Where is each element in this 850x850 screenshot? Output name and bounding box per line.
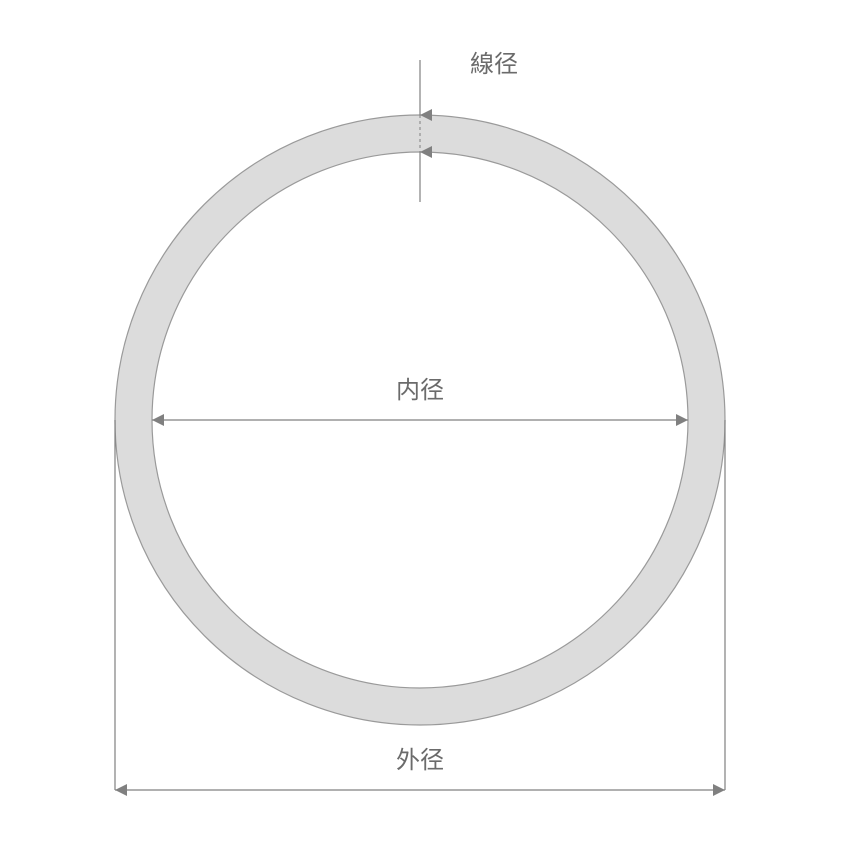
wire-diameter-label: 線径 [470,51,518,78]
ring-diagram: 内径外径 線径 [0,0,850,850]
inner-diameter-label: 内径 [396,377,444,404]
outer-diameter-label: 外径 [396,747,444,774]
